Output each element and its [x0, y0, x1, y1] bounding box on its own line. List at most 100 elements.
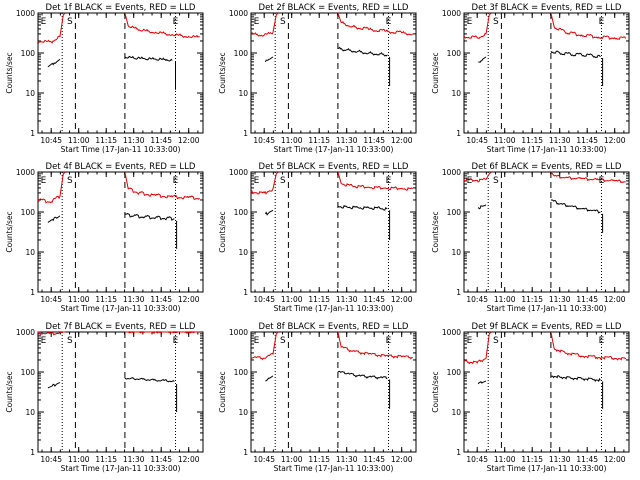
y-tick-label: 100 — [234, 368, 249, 377]
x-tick-label: 11:45 — [150, 295, 172, 304]
x-tick-label: 11:15 — [521, 455, 543, 464]
black-series-line — [337, 204, 388, 211]
chart-title: Det 5f BLACK = Events, RED = LLD — [259, 162, 409, 172]
x-tick-label: 11:15 — [95, 455, 117, 464]
black-series-line — [47, 215, 61, 223]
y-axis-label: Counts/sec — [431, 52, 440, 93]
chart-title: Det 8f BLACK = Events, RED = LLD — [259, 322, 409, 332]
red-series-line — [124, 171, 201, 201]
chart-panel: Det 6f BLACK = Events, RED = LLD 1 10 100 10… — [431, 162, 630, 313]
red-series-line — [463, 171, 492, 183]
event-marker-label: S — [280, 17, 286, 27]
x-tick-label: 10:45 — [253, 455, 275, 464]
black-series-line — [124, 212, 175, 221]
y-tick-label: 100 — [21, 368, 36, 377]
x-tick-label: 11:00 — [68, 295, 90, 304]
plot-frame — [250, 331, 417, 453]
y-tick-label: 1 — [30, 129, 35, 138]
y-tick-label: 10 — [25, 408, 35, 417]
x-tick-label: 11:30 — [123, 136, 145, 145]
red-series-line — [463, 12, 492, 40]
x-axis-label: Start Time (17-Jan-11 10:33:00) — [487, 304, 607, 313]
red-series-line — [550, 171, 626, 184]
event-marker-label: E — [467, 336, 473, 346]
x-tick-label: 12:00 — [178, 136, 200, 145]
y-axis-label: Counts/sec — [5, 211, 14, 252]
event-marker-label: E — [386, 17, 392, 27]
x-tick-label: 11:30 — [549, 295, 571, 304]
event-marker-label: E — [467, 17, 473, 27]
black-series-line — [550, 374, 601, 382]
red-series-line — [550, 12, 627, 40]
black-series-line — [264, 56, 274, 63]
x-tick-label: 11:45 — [576, 136, 598, 145]
event-marker-label: S — [493, 336, 499, 346]
event-marker-label: S — [493, 17, 499, 27]
x-axis-label: Start Time (17-Jan-11 10:33:00) — [61, 304, 181, 313]
y-axis-label: Counts/sec — [5, 371, 14, 412]
black-series-line — [337, 370, 388, 380]
event-marker-label: E — [41, 176, 47, 186]
y-tick-label: 1000 — [16, 328, 35, 337]
y-tick-label: 10 — [25, 89, 35, 98]
y-tick-label: 1 — [456, 129, 461, 138]
x-axis-label: Start Time (17-Jan-11 10:33:00) — [274, 464, 394, 473]
black-series-line — [477, 204, 487, 210]
x-tick-label: 10:45 — [40, 455, 62, 464]
plot-frame — [250, 12, 417, 134]
event-marker-label: E — [41, 17, 47, 27]
y-tick-label: 1 — [243, 129, 248, 138]
y-tick-label: 10 — [25, 248, 35, 257]
x-tick-label: 11:00 — [494, 136, 516, 145]
y-axis-label: Counts/sec — [431, 371, 440, 412]
x-tick-label: 11:00 — [68, 136, 90, 145]
black-series-line — [477, 380, 487, 385]
x-tick-label: 12:00 — [604, 136, 626, 145]
x-tick-label: 11:15 — [521, 136, 543, 145]
x-tick-label: 11:45 — [363, 136, 385, 145]
event-marker-label: S — [67, 336, 73, 346]
x-tick-label: 11:00 — [281, 455, 303, 464]
red-series-line — [250, 331, 279, 361]
x-tick-label: 11:00 — [281, 136, 303, 145]
y-tick-label: 1 — [30, 448, 35, 457]
chart-title: Det 7f BLACK = Events, RED = LLD — [46, 322, 196, 332]
red-series-line — [250, 12, 279, 37]
chart-title: Det 4f BLACK = Events, RED = LLD — [46, 162, 196, 172]
event-marker-label: S — [67, 17, 73, 27]
y-tick-label: 10 — [238, 89, 248, 98]
y-tick-label: 1000 — [442, 9, 461, 18]
black-series-line — [337, 46, 388, 57]
y-tick-label: 1000 — [442, 168, 461, 177]
chart-title: Det 2f BLACK = Events, RED = LLD — [259, 3, 409, 13]
event-marker-label: S — [280, 176, 286, 186]
event-marker-label: E — [173, 176, 179, 186]
black-series-line — [550, 199, 601, 214]
y-tick-label: 1 — [456, 288, 461, 297]
plot-frame — [37, 331, 204, 453]
red-series-line — [250, 171, 279, 195]
red-series-line — [124, 331, 200, 335]
x-tick-label: 11:30 — [549, 455, 571, 464]
event-marker-label: E — [386, 336, 392, 346]
x-tick-label: 11:15 — [95, 295, 117, 304]
red-series-line — [37, 12, 66, 44]
red-series-line — [337, 331, 413, 360]
x-tick-label: 11:00 — [281, 295, 303, 304]
event-marker-label: E — [599, 336, 605, 346]
x-tick-label: 11:15 — [308, 295, 330, 304]
y-tick-label: 10 — [451, 408, 461, 417]
x-axis-label: Start Time (17-Jan-11 10:33:00) — [274, 304, 394, 313]
chart-panel: Det 7f BLACK = Events, RED = LLD 1 10 100 10… — [5, 322, 204, 473]
event-marker-label: S — [280, 336, 286, 346]
x-tick-label: 11:00 — [494, 295, 516, 304]
event-marker-label: E — [254, 176, 260, 186]
chart-panel: Det 2f BLACK = Events, RED = LLD 1 10 100 10… — [218, 3, 417, 154]
x-tick-label: 11:45 — [150, 455, 172, 464]
event-marker-label: S — [67, 176, 73, 186]
red-series-line — [37, 331, 66, 336]
y-tick-label: 100 — [447, 49, 462, 58]
event-marker-label: S — [493, 176, 499, 186]
x-tick-label: 11:45 — [363, 295, 385, 304]
y-axis-label: Counts/sec — [218, 371, 227, 412]
